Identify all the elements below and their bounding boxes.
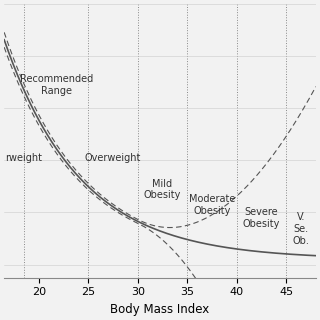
Text: Severe
Obesity: Severe Obesity	[243, 207, 280, 229]
Text: rweight: rweight	[5, 153, 42, 163]
Text: Moderate
Obesity: Moderate Obesity	[189, 194, 235, 216]
X-axis label: Body Mass Index: Body Mass Index	[110, 303, 210, 316]
Text: Overweight: Overweight	[85, 153, 141, 163]
Text: V.
Se.
Ob.: V. Se. Ob.	[292, 212, 309, 246]
Text: Mild
Obesity: Mild Obesity	[144, 179, 181, 200]
Text: Recommended
Range: Recommended Range	[20, 75, 93, 96]
